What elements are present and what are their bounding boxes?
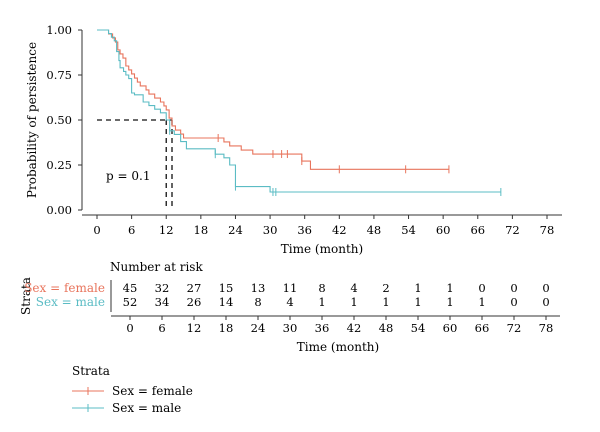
risk-count: 2 xyxy=(382,281,389,295)
risk-count: 26 xyxy=(187,295,202,309)
x-tick-label: 72 xyxy=(505,223,520,237)
risk-row-label-female: Sex = female xyxy=(24,281,105,295)
risk-count: 1 xyxy=(414,281,421,295)
risk-count: 0 xyxy=(478,281,485,295)
risk-x-tick-label: 78 xyxy=(539,321,554,335)
risk-x-tick-label: 72 xyxy=(507,321,522,335)
risk-count: 15 xyxy=(219,281,234,295)
legend-label: Sex = male xyxy=(112,401,181,415)
x-tick-label: 36 xyxy=(297,223,312,237)
risk-x-tick-label: 30 xyxy=(283,321,298,335)
x-tick-label: 66 xyxy=(470,223,485,237)
risk-table-x-label: Time (month) xyxy=(297,340,379,354)
x-axis-label: Time (month) xyxy=(281,242,363,256)
x-tick-label: 0 xyxy=(93,223,100,237)
legend-entries: Sex = female Sex = male xyxy=(72,384,193,415)
risk-x-tick-label: 42 xyxy=(347,321,362,335)
risk-count: 14 xyxy=(219,295,234,309)
risk-x-tick-label: 48 xyxy=(379,321,394,335)
x-tick-label: 24 xyxy=(228,223,243,237)
risk-row-label-male: Sex = male xyxy=(36,295,105,309)
risk-x-tick-label: 0 xyxy=(126,321,133,335)
y-tick-label: 0.25 xyxy=(46,158,72,172)
risk-counts: 45 32 27 15 13 11 8 4 2 1 1 0 0 052 34 26 14 8 4 1 1 1 1 1 1 0 0 xyxy=(123,281,550,309)
x-tick-label: 6 xyxy=(128,223,135,237)
x-tick-label: 12 xyxy=(159,223,174,237)
risk-x-tick-label: 36 xyxy=(315,321,330,335)
risk-table: Number at risk Strata Sex = female Sex =… xyxy=(19,260,560,354)
risk-count: 34 xyxy=(155,295,170,309)
risk-x-tick-label: 54 xyxy=(411,321,426,335)
risk-count: 1 xyxy=(382,295,389,309)
risk-count: 13 xyxy=(251,281,266,295)
risk-x-tick-label: 6 xyxy=(158,321,165,335)
risk-count: 0 xyxy=(542,295,549,309)
km-plot: Probability of persistence 0.000.250.500… xyxy=(25,23,562,256)
y-tick-label: 0.75 xyxy=(46,68,72,82)
risk-count: 1 xyxy=(318,295,325,309)
risk-count: 11 xyxy=(283,281,298,295)
legend-title: Strata xyxy=(72,364,110,378)
x-tick-label: 42 xyxy=(332,223,347,237)
risk-count: 32 xyxy=(155,281,170,295)
risk-x-tick-label: 60 xyxy=(443,321,458,335)
risk-count: 1 xyxy=(446,295,453,309)
risk-count: 52 xyxy=(123,295,138,309)
risk-count: 1 xyxy=(478,295,485,309)
risk-count: 8 xyxy=(254,295,261,309)
y-tick-label: 1.00 xyxy=(46,23,72,37)
risk-count: 1 xyxy=(446,281,453,295)
x-tick-label: 48 xyxy=(367,223,382,237)
survival-curve-male xyxy=(97,29,501,193)
survival-curves xyxy=(97,29,502,196)
risk-x-tick-label: 66 xyxy=(475,321,490,335)
y-ticks: 0.00 0.25 0.50 0.75 1.00 xyxy=(46,23,82,217)
y-tick-label: 0.50 xyxy=(46,113,72,127)
x-tick-label: 78 xyxy=(540,223,555,237)
risk-count: 1 xyxy=(350,295,357,309)
risk-count: 27 xyxy=(187,281,202,295)
risk-x-tick-label: 12 xyxy=(187,321,202,335)
legend: Strata Sex = female Sex = male xyxy=(72,364,193,415)
x-tick-label: 60 xyxy=(436,223,451,237)
legend-label: Sex = female xyxy=(112,384,193,398)
risk-x-tick-label: 24 xyxy=(251,321,266,335)
y-axis-label: Probability of persistence xyxy=(25,42,39,198)
risk-count: 8 xyxy=(318,281,325,295)
x-tick-label: 18 xyxy=(194,223,209,237)
risk-count: 45 xyxy=(123,281,138,295)
median-survival-lines xyxy=(97,119,173,210)
risk-count: 1 xyxy=(414,295,421,309)
survival-curve-female xyxy=(97,29,449,170)
x-ticks: 0 6 12 18 24 30 36 42 48 54 60 66 72 78 xyxy=(93,215,554,237)
risk-count: 4 xyxy=(286,295,293,309)
x-tick-label: 30 xyxy=(263,223,278,237)
risk-table-y-label: Strata xyxy=(19,277,33,315)
risk-x-tick-label: 18 xyxy=(219,321,234,335)
risk-count: 4 xyxy=(350,281,357,295)
risk-table-title: Number at risk xyxy=(110,260,203,274)
x-tick-label: 54 xyxy=(401,223,416,237)
risk-table-x-ticks: 0 6 12 18 24 30 36 42 48 54 60 66 72 78 xyxy=(126,316,553,335)
p-value-annotation: p = 0.1 xyxy=(106,169,150,183)
risk-count: 0 xyxy=(510,295,517,309)
risk-count: 0 xyxy=(542,281,549,295)
risk-count: 0 xyxy=(510,281,517,295)
y-tick-label: 0.00 xyxy=(46,203,72,217)
